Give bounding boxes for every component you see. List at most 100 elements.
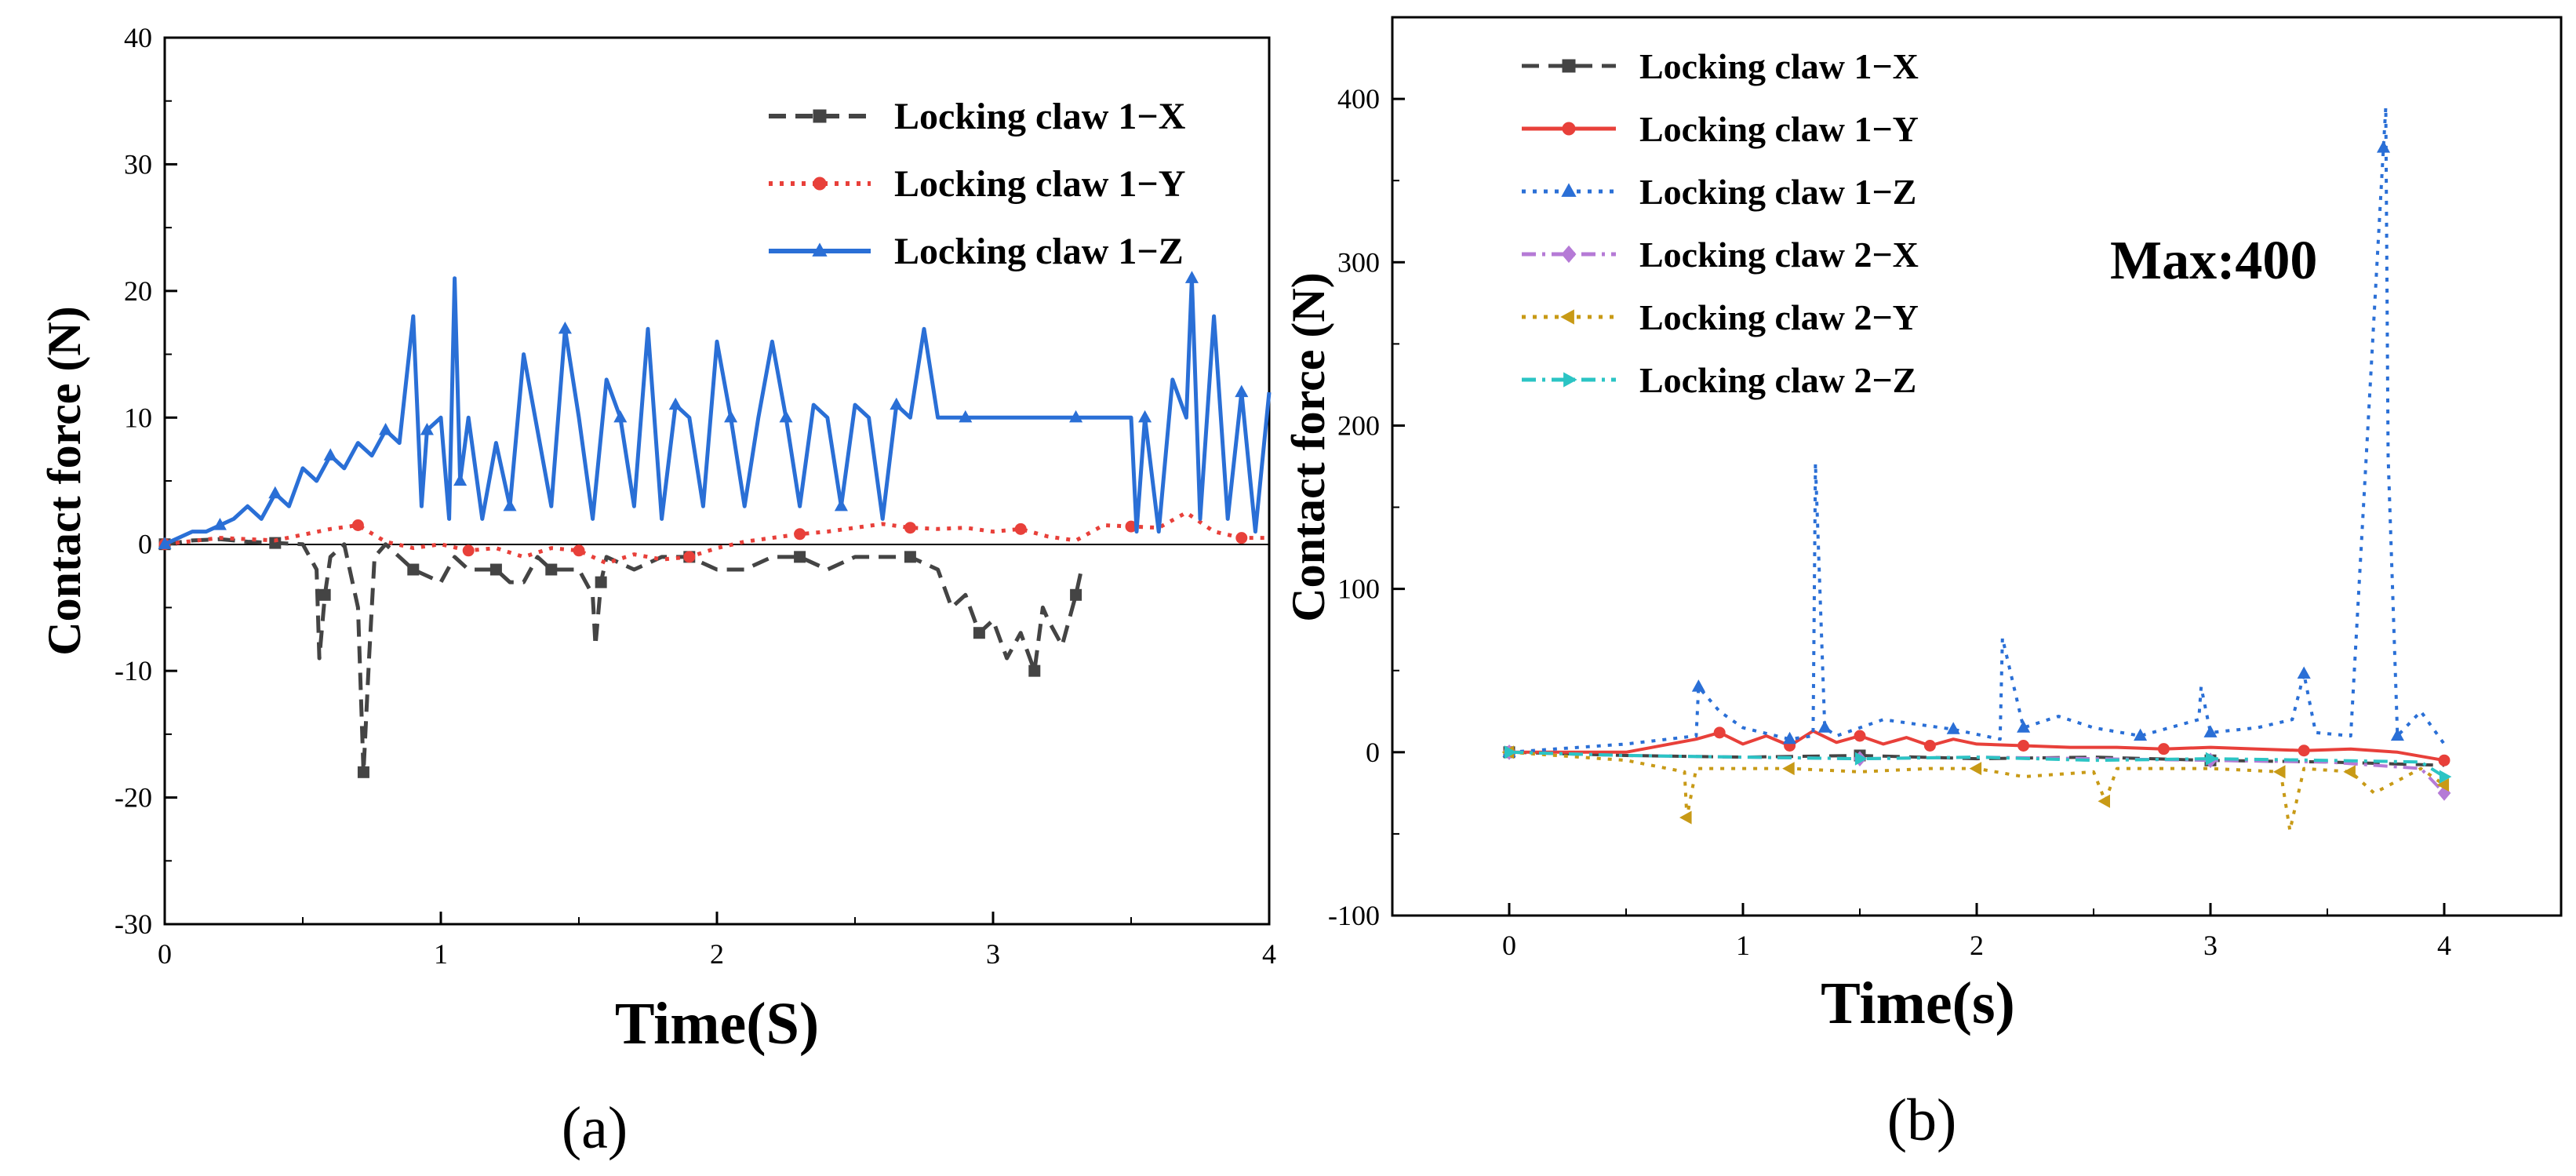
panel-a-ticks: 0 1 2 3 4 -30 -20 -10 0 10 20 30 40	[115, 22, 1276, 970]
series-line-3	[1508, 750, 2446, 795]
data-point	[668, 397, 682, 410]
data-point	[1235, 532, 1248, 544]
series-5	[1504, 745, 2452, 784]
x-tick-label: 4	[1262, 938, 1276, 970]
legend-entry-2: Locking claw 1−Z	[769, 231, 1184, 272]
data-point	[268, 486, 282, 499]
legend-entry-0: Locking claw 1−X	[769, 96, 1186, 137]
series-2	[158, 271, 1272, 549]
data-point	[1235, 384, 1249, 398]
y-tick-label: 0	[138, 529, 152, 560]
panel-a-legend: Locking claw 1−X Locking claw 1−Y Locking …	[769, 96, 1186, 272]
legend-marker	[1562, 122, 1576, 136]
data-point	[2157, 743, 2170, 755]
legend-marker	[1560, 309, 1574, 325]
legend-marker	[812, 242, 828, 257]
y-tick-label: 0	[1366, 737, 1380, 768]
series-line-2	[163, 276, 1272, 546]
data-point	[779, 410, 793, 423]
panel-b-legend: Locking claw 1−X Locking claw 1−Y Locking …	[1522, 46, 1919, 400]
series-line-0	[164, 537, 1084, 774]
data-point	[2439, 770, 2452, 784]
x-tick-label: 2	[1970, 930, 1984, 961]
panel-a-label: (a)	[562, 1095, 628, 1161]
series-line-4	[1508, 750, 2446, 832]
panel-a-y-axis-label: Contact force (N)	[38, 306, 90, 655]
data-point	[1691, 679, 1705, 692]
panel-b-x-axis-label: Time(s)	[1821, 970, 2015, 1036]
legend-label: Locking claw 1−Y	[894, 163, 1185, 205]
legend-marker	[1561, 183, 1577, 197]
legend-marker	[1561, 245, 1577, 264]
data-point	[1782, 762, 1795, 776]
legend-label: Locking claw 1−Z	[894, 231, 1184, 272]
data-point	[2272, 765, 2286, 779]
data-point	[973, 627, 985, 639]
legend-label: Locking claw 2−X	[1639, 235, 1919, 275]
y-tick-label: 100	[1337, 573, 1380, 605]
legend-label: Locking claw 1−Z	[1639, 172, 1916, 212]
data-point	[1713, 726, 1726, 739]
legend-entry-1: Locking claw 1−Y	[769, 163, 1185, 205]
data-point	[724, 410, 738, 423]
data-point	[904, 551, 916, 563]
data-point	[351, 519, 364, 531]
legend-label: Locking claw 2−Z	[1639, 360, 1916, 400]
data-point	[1014, 522, 1027, 535]
y-tick-label: -30	[115, 908, 152, 940]
data-point	[904, 522, 916, 534]
panel-b-series-group	[1501, 105, 2452, 832]
y-tick-label: 40	[124, 22, 152, 53]
legend-marker	[813, 109, 827, 123]
data-point	[1504, 745, 1517, 759]
data-point	[2436, 777, 2450, 792]
x-tick-label: 3	[2203, 930, 2218, 961]
legend-entry-2: Locking claw 1−Z	[1522, 172, 1916, 212]
data-point	[613, 410, 628, 423]
x-tick-label: 2	[710, 938, 724, 970]
data-point	[323, 448, 337, 461]
legend-label: Locking claw 1−X	[1639, 46, 1919, 86]
data-point	[489, 563, 502, 576]
x-tick-label: 1	[1736, 930, 1750, 961]
data-point	[407, 563, 420, 576]
data-point	[2390, 728, 2404, 741]
legend-label: Locking claw 1−X	[894, 96, 1186, 137]
series-line-1	[164, 510, 1269, 566]
legend-label: Locking claw 2−Y	[1639, 297, 1919, 337]
data-point	[453, 473, 468, 486]
x-tick-label: 0	[158, 938, 172, 970]
data-point	[1028, 664, 1041, 677]
y-tick-label: -20	[115, 782, 152, 814]
data-point	[2343, 765, 2356, 779]
data-point	[2438, 754, 2450, 766]
panel-b-label: (b)	[1887, 1087, 1957, 1153]
data-point	[890, 397, 904, 410]
series-line-2	[1508, 105, 2446, 754]
data-point	[318, 588, 331, 601]
data-point	[1854, 730, 1866, 742]
data-point	[2376, 140, 2391, 153]
data-point	[595, 576, 607, 588]
data-point	[357, 766, 369, 778]
data-point	[503, 498, 517, 512]
data-point	[794, 551, 806, 563]
y-tick-label: -10	[115, 655, 152, 686]
legend-entry-1: Locking claw 1−Y	[1522, 109, 1919, 149]
data-point	[379, 422, 393, 435]
data-point	[1070, 588, 1082, 601]
series-0	[158, 537, 1084, 778]
data-point	[2205, 752, 2218, 766]
y-tick-label: 30	[124, 148, 152, 180]
x-tick-label: 3	[986, 938, 1000, 970]
x-tick-label: 1	[434, 938, 448, 970]
y-tick-label: 300	[1337, 246, 1380, 278]
data-point	[2098, 794, 2110, 808]
data-point	[1184, 271, 1199, 283]
data-point	[573, 544, 585, 557]
panel-b-ticks: 0 1 2 3 4 -100 0 100 200 300 400	[1328, 83, 2451, 961]
data-point	[1854, 752, 1868, 766]
legend-marker	[1562, 59, 1576, 73]
legend-marker	[813, 177, 827, 191]
